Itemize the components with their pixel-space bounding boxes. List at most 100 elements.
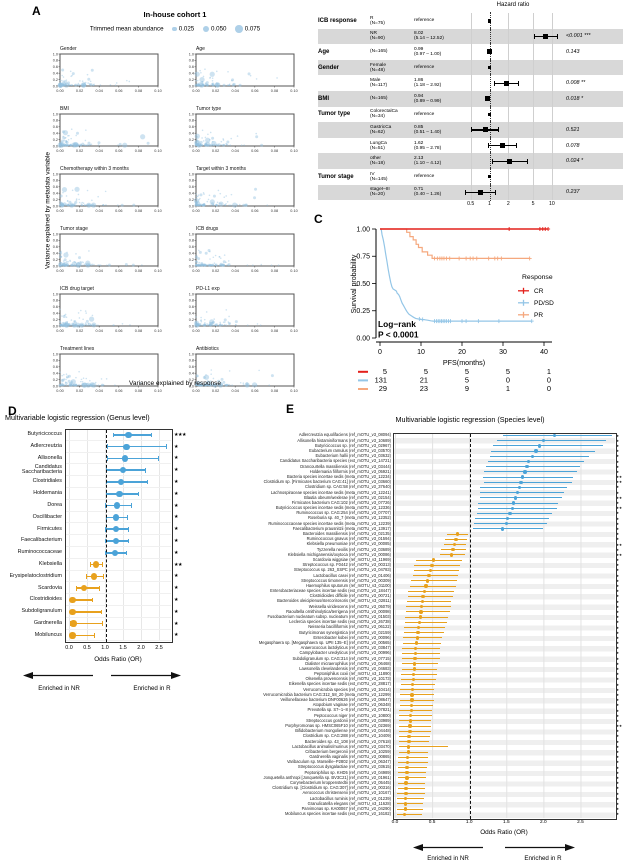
species-row: Blautia obeum/wexlerae (ref_mOTU_v3_0215… [240, 495, 625, 500]
taxon-label: Lawsonella clevelandensis (ref_mOTU_v3_0… [299, 665, 391, 671]
or-dot [92, 561, 100, 568]
significance-stars: ★ [616, 485, 620, 490]
significance-stars: ★ [616, 651, 620, 656]
or-dot [410, 698, 414, 702]
svg-text:0.02: 0.02 [212, 389, 219, 393]
svg-text:0.6: 0.6 [53, 125, 58, 129]
or-dot [454, 537, 458, 542]
hazard-axis: 0.5 1 2 5 10 [466, 201, 560, 211]
taxon-label: Dorea [47, 501, 62, 508]
svg-text:0.2: 0.2 [189, 138, 194, 142]
ci-line [497, 440, 607, 442]
metadata-subplot: Age 1.0 0.8 0.6 0.4 0.2 0.0 0.00 0.02 0.04 0.06 0.0… [178, 46, 314, 103]
significance-stars: ★ [616, 532, 620, 537]
subplot-title: ICB drugs [196, 226, 219, 232]
ci-line [476, 512, 553, 514]
significance-stars: ★ [174, 526, 178, 533]
or-plot-cell [393, 438, 615, 443]
ci-line [398, 741, 430, 743]
svg-text:0.6: 0.6 [189, 305, 194, 309]
axis-tick: 0.0 [65, 645, 73, 651]
svg-text:0.6: 0.6 [189, 365, 194, 369]
taxon-label: Prevotella sp. S7−1−8 (ref_mOTU_v3_07821… [307, 707, 391, 713]
svg-text:0.75: 0.75 [356, 254, 370, 261]
reference-marker [487, 65, 492, 70]
hazard-estimate: 0.94 (0.89 – 0.99) [414, 93, 442, 104]
subplot-title: Age [196, 46, 205, 52]
significance-stars: ★ [616, 786, 620, 791]
ci-line [502, 435, 612, 437]
significance-stars: ★ [616, 521, 620, 526]
ci-line [403, 632, 444, 634]
genus-row: Butyricicoccus ★★★ [5, 429, 192, 441]
species-row: Allisonella histaminiformans (ref_mOTU_v… [240, 438, 625, 443]
species-row: Porphyromonas sp. HMSC065F10 (ref_mOTU_v… [240, 723, 625, 729]
panel-d-axis: 0.0 0.5 1.0 1.5 2.0 2.5 [65, 645, 171, 653]
ci-line [400, 678, 436, 680]
taxon-label: Streptococcus dysgalactiae (ref_mOTU_v3_… [297, 764, 391, 770]
genus-row: Subdoligranulum ★ [5, 606, 192, 618]
significance-stars: ★ [616, 563, 620, 568]
or-plot-cell [393, 625, 615, 630]
ci-cap [105, 479, 107, 485]
svg-text:0.0: 0.0 [53, 264, 58, 268]
svg-text:0.10: 0.10 [154, 89, 161, 93]
or-dot [404, 786, 408, 791]
svg-text:0.6: 0.6 [53, 305, 58, 309]
ci-cap [516, 143, 518, 149]
or-plot-cell [393, 812, 615, 817]
metadata-subplot: Tumor type 1.0 0.8 0.6 0.4 0.2 0.0 0.00 0.02 0.04… [178, 106, 314, 163]
taxon-label: Clostridium sp. [Clostridium sp. CAG:307… [272, 785, 391, 791]
or-plot-cell [393, 641, 615, 646]
ci-line [472, 528, 544, 530]
svg-text:0.06: 0.06 [251, 149, 258, 153]
svg-text:0.00: 0.00 [192, 389, 199, 393]
taxon-label: Haemophilus sputorum (ref_mOTU_v3_01100) [305, 582, 391, 588]
taxon-label: Bacteroides oleiciplenus/stercorirosoris… [277, 598, 391, 604]
significance-stars: ★ [616, 635, 620, 640]
svg-text:0.08: 0.08 [271, 209, 278, 213]
or-dot [405, 760, 410, 765]
significance-stars: ★ [174, 573, 178, 580]
svg-text:1.0: 1.0 [53, 352, 58, 356]
legend-size-label: 0.075 [244, 25, 261, 33]
or-plot-cell [393, 677, 615, 682]
ci-line [491, 450, 596, 452]
svg-text:1.0: 1.0 [53, 292, 58, 296]
hazard-variable: ICB response [318, 17, 357, 24]
svg-text:Log−rank: Log−rank [378, 319, 416, 329]
ci-line [397, 761, 428, 763]
svg-text:0.02: 0.02 [76, 389, 83, 393]
or-dot [424, 584, 428, 588]
hr-marker [477, 189, 483, 195]
enriched-in-r-label: Enriched in R [133, 685, 171, 692]
taxon-label: Verrucomicrobia species (ref_mOTU_v3_104… [303, 686, 391, 692]
taxon-label: Weissella viridescens (ref_mOTU_v3_05079… [308, 603, 391, 609]
or-dot [541, 439, 546, 443]
reference-marker [487, 19, 492, 23]
hazard-estimate: 2.13 (1.10 – 4.12) [414, 156, 442, 167]
significance-stars: ★ [616, 501, 620, 506]
axis-tick: 2.0 [540, 820, 547, 825]
svg-text:0.04: 0.04 [96, 209, 103, 213]
or-plot-cell [65, 630, 171, 642]
svg-text:0.8: 0.8 [189, 299, 194, 303]
taxon-label: Mobiluncus species incertae sedis (ext_m… [284, 811, 391, 817]
hr-marker [486, 49, 492, 55]
species-row: Butyricicoccus sp. (ref_mOTU_v3_02967) ★ [240, 443, 625, 448]
subplot-title: PD-L1 exp [196, 286, 220, 292]
or-plot-cell [393, 495, 615, 500]
significance-stars: ★ [616, 796, 620, 801]
p-value: 0.024 * [566, 158, 584, 165]
or-dot [408, 729, 412, 733]
svg-text:0.6: 0.6 [189, 245, 194, 249]
taxon-label: Subdoligranulum sp. CAG:314 (ref_mOTU_v3… [292, 655, 391, 661]
species-row: Eubacterium hallii (ref_mOTU_v3_03632) ★ [240, 453, 625, 459]
svg-text:0.6: 0.6 [189, 185, 194, 189]
ci-cap [126, 515, 128, 520]
svg-text:0.10: 0.10 [290, 149, 297, 153]
svg-text:0.2: 0.2 [53, 378, 58, 382]
genus-row: Adlercreutzia ★ [5, 441, 192, 453]
or-plot-cell [393, 599, 615, 604]
svg-text:0.0: 0.0 [53, 384, 58, 388]
